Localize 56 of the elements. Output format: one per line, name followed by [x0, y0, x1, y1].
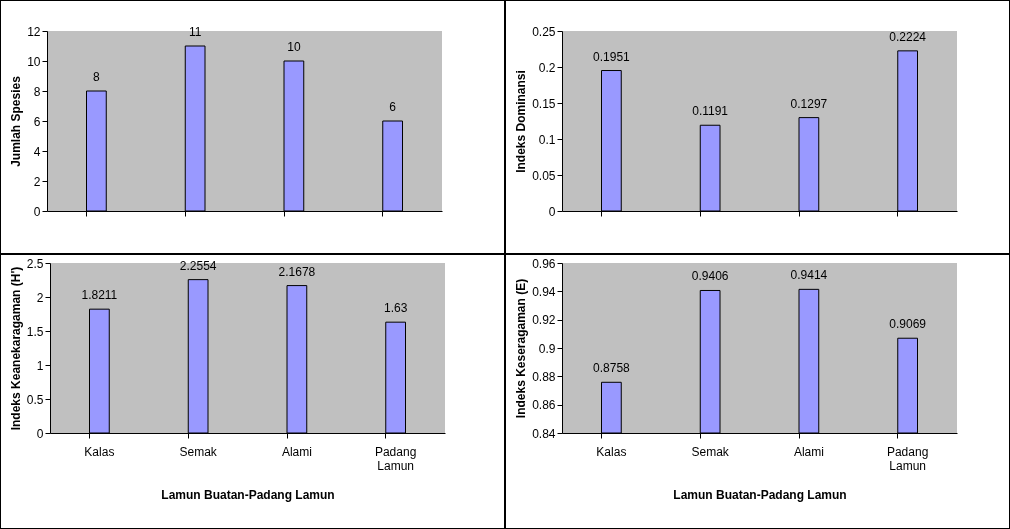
- data-label: 11: [188, 25, 202, 39]
- y-tick-label: 0.05: [532, 168, 556, 183]
- data-label: 0.1191: [692, 104, 729, 119]
- y-tick-label: 0.94: [532, 284, 556, 299]
- x-tick-label: Padang Lamun: [886, 444, 929, 473]
- y-tick-label: 2: [36, 290, 44, 305]
- y-tick-label: 8: [33, 84, 41, 99]
- x-tick-label: Alami: [281, 444, 312, 459]
- y-tick-label: 4: [33, 144, 41, 159]
- y-tick-label: 0.96: [532, 256, 556, 271]
- data-label: 0.9406: [691, 269, 729, 284]
- y-tick-label: 0.15: [532, 96, 556, 111]
- y-tick-label: 0.2: [538, 60, 556, 75]
- data-label: 8: [93, 70, 101, 84]
- y-tick-label: 0.1: [538, 132, 556, 147]
- y-tick-label: 2.5: [26, 256, 44, 271]
- y-axis-title: Jumlah Spesies: [9, 75, 24, 167]
- y-axis-title: Indeks Dominansi: [514, 70, 529, 173]
- x-tick-label: Alami: [793, 444, 824, 459]
- data-label: 0.2224: [889, 29, 927, 44]
- y-tick-label: 1: [36, 358, 44, 373]
- y-tick-label: 2: [33, 174, 41, 189]
- x-tick-label: Semak: [691, 444, 730, 459]
- data-label: 0.9069: [889, 317, 927, 332]
- y-tick-label: 0.88: [532, 369, 556, 384]
- y-tick-label: 1.5: [26, 324, 44, 339]
- y-tick-label: 6: [33, 114, 41, 129]
- y-tick-label: 0: [33, 204, 41, 219]
- x-tick-label: Kalas: [84, 444, 115, 459]
- data-label: 0.1297: [790, 96, 828, 111]
- data-label: 2.2554: [179, 258, 217, 273]
- y-tick-label: 0: [548, 204, 556, 219]
- y-tick-label: 0.25: [532, 24, 556, 39]
- data-label: 0.1951: [593, 49, 631, 64]
- y-tick-label: 0: [36, 426, 44, 441]
- y-tick-label: 0.9: [538, 341, 556, 356]
- y-axis-title: Indeks Keanekaragaman (H'): [8, 266, 23, 431]
- x-tick-label: Padang Lamun: [374, 444, 417, 473]
- data-label: 10: [287, 40, 301, 54]
- data-label: 1.8211: [81, 288, 118, 303]
- y-tick-label: 0.92: [532, 313, 556, 328]
- data-label: 0.8758: [593, 361, 631, 376]
- x-axis-title: Lamun Buatan-Padang Lamun: [161, 487, 335, 502]
- y-axis-title: Indeks Keseragaman (E): [514, 278, 529, 419]
- data-label: 0.9414: [790, 268, 828, 283]
- x-tick-label: Kalas: [596, 444, 627, 459]
- y-tick-label: 12: [27, 24, 41, 39]
- data-label: 2.1678: [278, 264, 316, 279]
- data-label: 1.63: [383, 301, 408, 316]
- x-tick-label: Semak: [179, 444, 218, 459]
- data-label: 6: [389, 100, 397, 114]
- y-tick-label: 0.5: [26, 392, 44, 407]
- y-tick-label: 0.84: [532, 426, 556, 441]
- y-tick-label: 10: [27, 54, 41, 69]
- x-axis-title: Lamun Buatan-Padang Lamun: [673, 487, 847, 502]
- y-tick-label: 0.86: [532, 398, 556, 413]
